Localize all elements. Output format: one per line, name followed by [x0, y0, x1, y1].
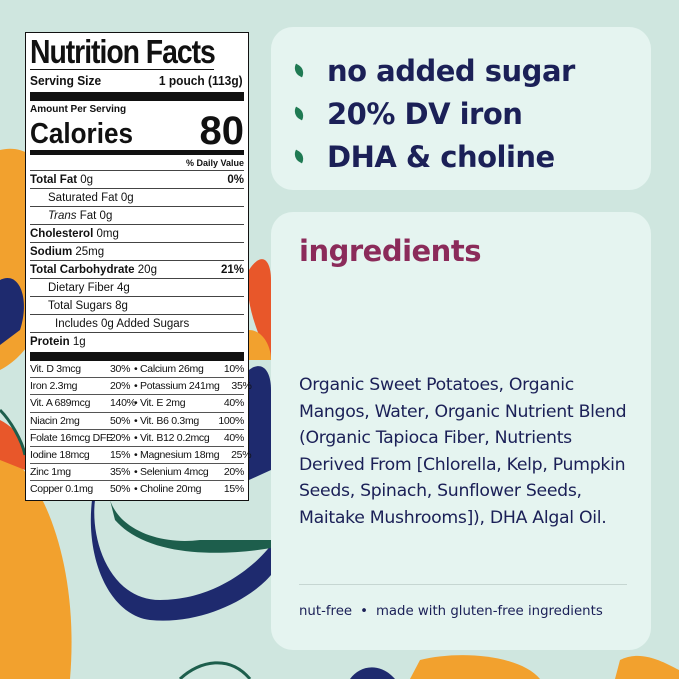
bullet-separator: • — [360, 604, 368, 619]
green-ribbon — [178, 661, 252, 679]
highlight-item: DHA & choline — [271, 135, 651, 178]
green-ribbon — [0, 408, 27, 456]
vitamin-dv: 15% — [223, 483, 244, 496]
vitamin-dv: 20% — [110, 431, 131, 444]
vitamin-name: • Choline 20mg — [134, 483, 202, 496]
red-blob — [249, 259, 271, 360]
vitamin-name: • Vit. E 2mg — [134, 397, 186, 410]
vitamin-name: Iron 2.3mg — [30, 380, 78, 393]
vitamin-row: Iodine 18mcg 15% • Magnesium 18mg 25% — [30, 447, 252, 465]
vitamin-name: • Magnesium 18mg — [134, 448, 220, 461]
navy-blob — [249, 366, 271, 480]
vitamin-dv: 100% — [218, 414, 244, 427]
nutrient-row: Includes 0g Added Sugars — [30, 315, 244, 333]
vitamin-dv: 10% — [223, 363, 244, 375]
highlight-item: no added sugar — [271, 49, 651, 92]
nutrient-row: Saturated Fat 0g — [30, 189, 244, 207]
vitamin-name: Vit. D 3mcg — [30, 363, 81, 375]
vitamin-dv: 140% — [110, 397, 136, 410]
vitamin-row: Copper 0.1mg 50% • Choline 20mg 15% — [30, 481, 244, 498]
leaf-icon — [291, 106, 307, 121]
ingredients-panel: ingredients Organic Sweet Potatoes, Orga… — [271, 212, 651, 650]
calories-label: Calories — [30, 118, 134, 150]
leaf-icon — [291, 149, 307, 164]
nutrient-row: Dietary Fiber 4g — [30, 279, 244, 297]
vitamin-row: Iron 2.3mg 20% • Potassium 241mg 35% — [30, 378, 252, 396]
nutrient-row: Trans Fat 0g — [30, 207, 244, 225]
vitamin-dv: 20% — [223, 466, 244, 479]
calories-value: 80 — [199, 109, 245, 153]
calories-row: Calories 80 — [30, 109, 245, 153]
vitamin-dv: 50% — [110, 414, 131, 427]
vitamin-row: Vit. D 3mcg 30% • Calcium 26mg 10% — [30, 361, 244, 379]
nutrient-row: Cholesterol 0mg — [30, 225, 244, 243]
serving-size-row: Serving Size 1 pouch (113g) — [30, 70, 243, 92]
nutrient-row: Total Sugars 8g — [30, 297, 244, 315]
navy-ribbon — [90, 500, 272, 621]
orange-blob — [249, 330, 271, 360]
vitamin-name: Vit. A 689mcg — [30, 397, 91, 410]
vitamin-row: Niacin 2mg 50% • Vit. B6 0.3mg 100% — [30, 413, 244, 430]
nutrition-facts-title: Nutrition Facts — [30, 33, 216, 70]
thick-divider — [30, 92, 244, 101]
vitamin-dv: 20% — [110, 380, 131, 393]
vitamin-name: Folate 16mcg DFE — [30, 431, 113, 444]
navy-blob — [0, 278, 24, 345]
orange-blob — [410, 655, 540, 679]
vitamin-name: Copper 0.1mg — [30, 483, 93, 496]
orange-blob — [0, 450, 72, 679]
vitamin-name: Niacin 2mg — [30, 414, 80, 427]
vitamin-row: Folate 16mcg DFE 20% • Vit. B12 0.2mcg 40% — [30, 430, 244, 447]
vitamin-dv: 30% — [110, 363, 131, 375]
nutrient-row: Protein 1g — [30, 336, 86, 348]
vitamin-name: • Selenium 4mcg — [134, 466, 209, 479]
daily-value-header: % Daily Value — [30, 155, 244, 171]
vitamin-row: Zinc 1mg 35% • Selenium 4mcg 20% — [30, 464, 244, 482]
orange-blob — [615, 655, 679, 679]
vitamin-row: Vit. A 689mcg 140% • Vit. E 2mg 40% — [30, 395, 244, 413]
vitamin-name: • Potassium 241mg — [134, 380, 220, 393]
vitamin-dv: 15% — [110, 448, 131, 461]
ingredients-title: ingredients — [299, 234, 481, 268]
thick-divider — [30, 150, 244, 155]
leaf-icon — [291, 63, 307, 78]
nutrient-row: Sodium 25mg — [30, 243, 244, 261]
ingredients-text: Organic Sweet Potatoes, Organic Mangos, … — [299, 375, 627, 528]
vitamin-name: • Calcium 26mg — [134, 363, 204, 375]
vitamin-name: • Vit. B6 0.3mg — [134, 414, 199, 427]
vitamin-dv: 35% — [110, 466, 131, 479]
highlight-item: 20% DV iron — [271, 92, 651, 135]
vitamin-dv: 25% — [231, 448, 252, 461]
red-blob — [0, 420, 27, 470]
vitamin-name: Iodine 18mcg — [30, 448, 90, 461]
nutrient-row: Total Carbohydrate 20g 21% — [30, 261, 244, 279]
navy-blob — [350, 667, 395, 679]
serving-size-label: Serving Size — [30, 73, 102, 88]
allergen-footer: nut-free • made with gluten-free ingredien… — [299, 604, 603, 619]
green-ribbon — [110, 500, 271, 553]
vitamin-dv: 40% — [223, 397, 244, 410]
vitamin-table: Vit. D 3mcg 30% • Calcium 26mg 10% Iron 2.3m… — [30, 361, 252, 499]
divider — [299, 584, 627, 585]
vitamin-dv: 40% — [223, 431, 244, 444]
vitamin-dv: 35% — [231, 380, 252, 393]
nutrition-facts-label: Nutrition Facts Serving Size 1 pouch (11… — [25, 32, 252, 501]
highlights-panel: no added sugar 20% DV iron DHA & choline — [271, 27, 651, 190]
amount-per-serving: Amount Per Serving — [30, 104, 127, 115]
vitamin-name: • Vit. B12 0.2mcg — [134, 431, 210, 444]
vitamin-name: Zinc 1mg — [30, 466, 71, 479]
nutrient-row: Total Fat 0g 0% — [30, 171, 244, 189]
vitamin-dv: 50% — [110, 483, 131, 496]
serving-size-value: 1 pouch (113g) — [158, 73, 243, 88]
thick-divider — [30, 352, 244, 361]
